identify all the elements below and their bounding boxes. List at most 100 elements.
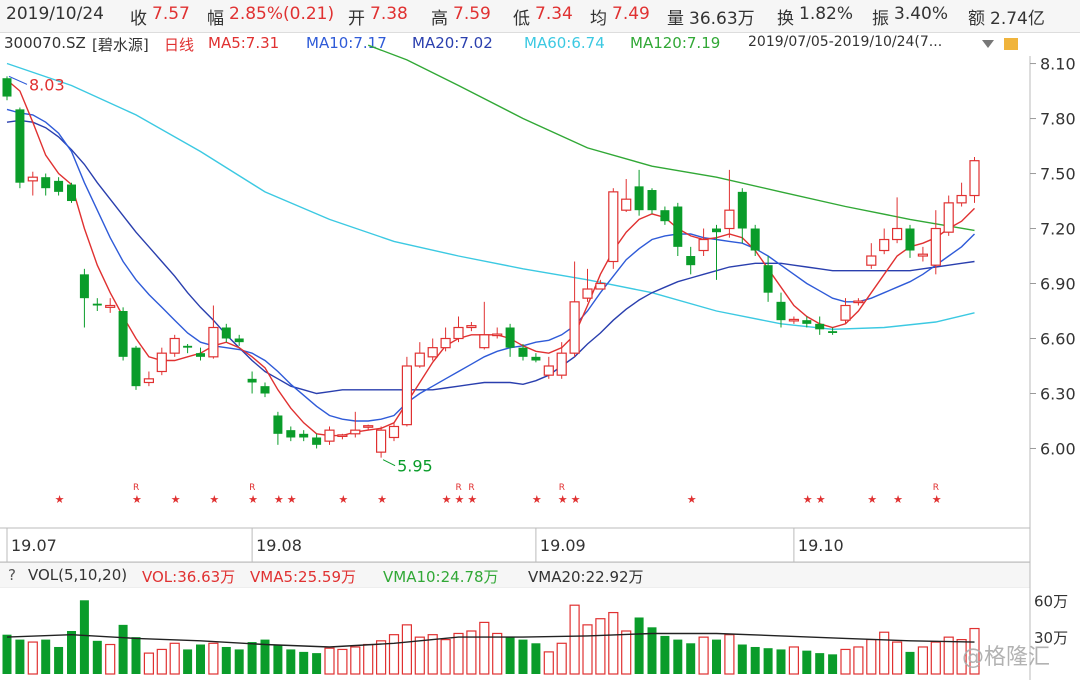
- y-tick-label: 6.60: [1040, 330, 1076, 349]
- volume-bar: [905, 651, 915, 674]
- candle-body: [299, 433, 309, 438]
- candle-body: [569, 301, 580, 354]
- candle-body: [969, 160, 980, 197]
- candle-body: [853, 300, 864, 304]
- volume-bar: [543, 651, 554, 675]
- change-value: 2.85%(0.21): [229, 4, 335, 24]
- candle-body: [673, 206, 683, 247]
- candle-body: [363, 425, 374, 428]
- volume-bar: [505, 637, 515, 674]
- x-tick-label: 19.10: [798, 536, 844, 555]
- signal-r: R: [468, 483, 474, 493]
- volume-bar: [388, 634, 400, 675]
- volume-bar: [518, 639, 528, 674]
- ma5-line: [6, 79, 975, 437]
- signal-star: ★: [467, 493, 477, 506]
- signal-star: ★: [274, 493, 284, 506]
- help-question[interactable]: ?: [8, 566, 16, 584]
- ma60-label: MA60:6.74: [524, 34, 605, 52]
- volume-bar: [763, 648, 773, 674]
- signal-star: ★: [571, 493, 581, 506]
- candle-body: [647, 190, 657, 211]
- volume-bar: [312, 653, 322, 674]
- signal-r: R: [456, 483, 462, 493]
- candle-body: [788, 318, 800, 322]
- volume-bar: [750, 646, 760, 674]
- candle-body: [183, 345, 193, 348]
- volume-value: 36.63万: [689, 9, 755, 29]
- volume-bar: [376, 640, 387, 675]
- volume-bar: [196, 644, 205, 674]
- volume-bar: [414, 636, 425, 675]
- volume-bar: [67, 631, 76, 674]
- volume-bar: [2, 634, 12, 674]
- candle-body: [312, 437, 322, 445]
- amount-label: 额: [968, 9, 985, 29]
- candle-body: [943, 202, 954, 233]
- ma20-label: MA20:7.02: [412, 34, 493, 52]
- candle-body: [131, 347, 141, 387]
- volume-bar: [917, 646, 929, 675]
- signal-star: ★: [803, 493, 813, 506]
- candle-body: [208, 326, 219, 358]
- period-label[interactable]: 日线: [164, 36, 195, 54]
- candle-body: [917, 253, 929, 257]
- candle-body: [531, 356, 541, 361]
- volume-bar: [840, 648, 851, 675]
- candle-body: [453, 326, 464, 340]
- volume-bar: [621, 630, 632, 675]
- signal-star: ★: [338, 493, 348, 506]
- y-tick-label: 7.50: [1040, 165, 1076, 184]
- quote-date: 2019/10/24: [6, 4, 104, 24]
- ma10-label: MA10:7.17: [306, 34, 387, 52]
- signal-star: ★: [932, 493, 942, 506]
- turnover-value: 1.82%: [799, 4, 854, 24]
- volume-bar: [118, 624, 128, 674]
- candle-body: [54, 180, 64, 192]
- price-plot-area: [0, 56, 1030, 528]
- candle-body: [712, 228, 721, 233]
- candle-body: [556, 352, 567, 376]
- candle-body: [143, 378, 154, 384]
- volume-bar: [853, 646, 864, 675]
- y-tick-label: 6.00: [1040, 439, 1076, 458]
- annotation-leader: [382, 459, 396, 467]
- volume-bar: [234, 649, 244, 674]
- signal-star: ★: [248, 493, 258, 506]
- avg-value: 7.49: [612, 4, 650, 24]
- candle-body: [196, 353, 205, 357]
- candle-body: [660, 210, 670, 222]
- volume-bar: [260, 639, 270, 674]
- lock-icon: [1004, 38, 1018, 50]
- volume-bar: [221, 646, 231, 674]
- volume-tick-label: 30万: [1034, 629, 1068, 647]
- avg-label: 均: [590, 9, 607, 29]
- annotation-leader: [8, 75, 28, 85]
- volume-ma-line: [6, 632, 975, 648]
- signal-star: ★: [893, 493, 903, 506]
- volume-bar: [879, 631, 890, 675]
- candle-body: [324, 429, 335, 442]
- x-tick-label: 19.08: [256, 536, 302, 555]
- volume-bar: [453, 632, 464, 675]
- volume-bar: [969, 627, 980, 675]
- candle-body: [414, 352, 425, 367]
- y-tick-label: 6.30: [1040, 384, 1076, 403]
- candle-body: [221, 327, 231, 339]
- indicator-bar: 300070.SZ [碧水源] 日线 MA5:7.31 MA10:7.17 MA…: [0, 32, 1030, 56]
- candle-body: [286, 430, 296, 438]
- candle-body: [866, 255, 877, 266]
- volume-bar: [466, 630, 477, 675]
- signal-star: ★: [209, 493, 219, 506]
- candle-body: [118, 311, 128, 357]
- signal-r: R: [559, 483, 565, 493]
- candle-body: [156, 352, 167, 373]
- volume-bar: [828, 654, 838, 674]
- volume-bar: [427, 634, 438, 675]
- annotation-high: 8.03: [29, 75, 65, 94]
- volume-bar: ? VOL(5,10,20) VOL:36.63万 VMA5:25.59万 VM…: [0, 562, 1030, 588]
- candle-body: [543, 365, 554, 376]
- amplitude-value: 3.40%: [894, 4, 949, 24]
- y-tick-label: 7.80: [1040, 110, 1076, 129]
- dropdown-arrow-icon: [982, 40, 994, 48]
